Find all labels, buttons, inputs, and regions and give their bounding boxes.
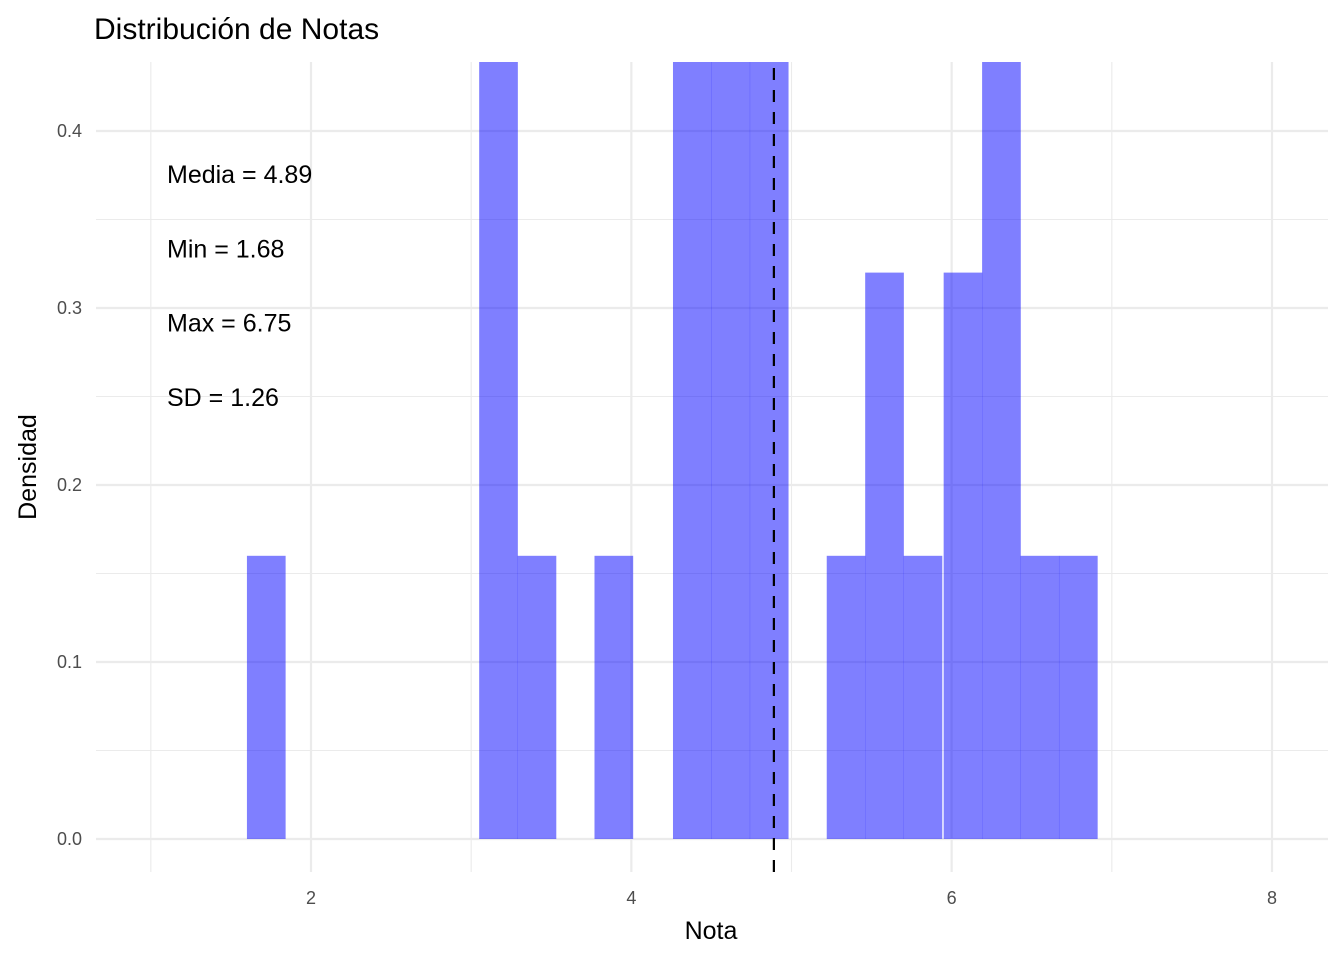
histogram-bar	[982, 62, 1021, 839]
x-axis-ticks: 2 4 6 8	[306, 888, 1277, 908]
y-axis-title: Densidad	[14, 414, 42, 520]
stat-annotation: Min = 1.68	[167, 235, 284, 263]
histogram-bar	[826, 555, 866, 839]
histogram-bar	[517, 555, 557, 839]
histogram-bar	[865, 272, 904, 840]
chart-title: Distribución de Notas	[94, 13, 379, 46]
histogram-bar	[903, 555, 943, 839]
histogram-bars	[246, 62, 1098, 840]
x-tick-label: 8	[1267, 888, 1277, 908]
y-tick-label: 0.0	[57, 829, 82, 849]
histogram-bar	[672, 62, 712, 839]
stat-annotation: SD = 1.26	[167, 384, 279, 412]
histogram-bar	[749, 62, 789, 839]
x-axis-title: Nota	[685, 917, 738, 945]
x-tick-label: 4	[626, 888, 636, 908]
histogram-bar	[711, 62, 751, 839]
y-tick-label: 0.2	[57, 475, 82, 495]
y-tick-label: 0.3	[57, 298, 82, 318]
histogram-bar	[479, 62, 518, 839]
histogram-bar	[1020, 555, 1060, 839]
stat-annotation: Media = 4.89	[167, 161, 312, 189]
histogram-bar	[943, 272, 983, 840]
stat-annotation: Max = 6.75	[167, 310, 291, 338]
y-axis-ticks: 0.0 0.1 0.2 0.3 0.4	[57, 121, 82, 849]
histogram-bar	[246, 555, 286, 839]
x-tick-label: 2	[306, 888, 316, 908]
y-tick-label: 0.4	[57, 121, 82, 141]
histogram-bar	[1058, 555, 1098, 839]
x-tick-label: 6	[947, 888, 957, 908]
stat-annotations: Media = 4.89 Min = 1.68 Max = 6.75 SD = 1.2…	[167, 161, 312, 412]
y-tick-label: 0.1	[57, 652, 82, 672]
histogram-bar	[594, 555, 634, 839]
